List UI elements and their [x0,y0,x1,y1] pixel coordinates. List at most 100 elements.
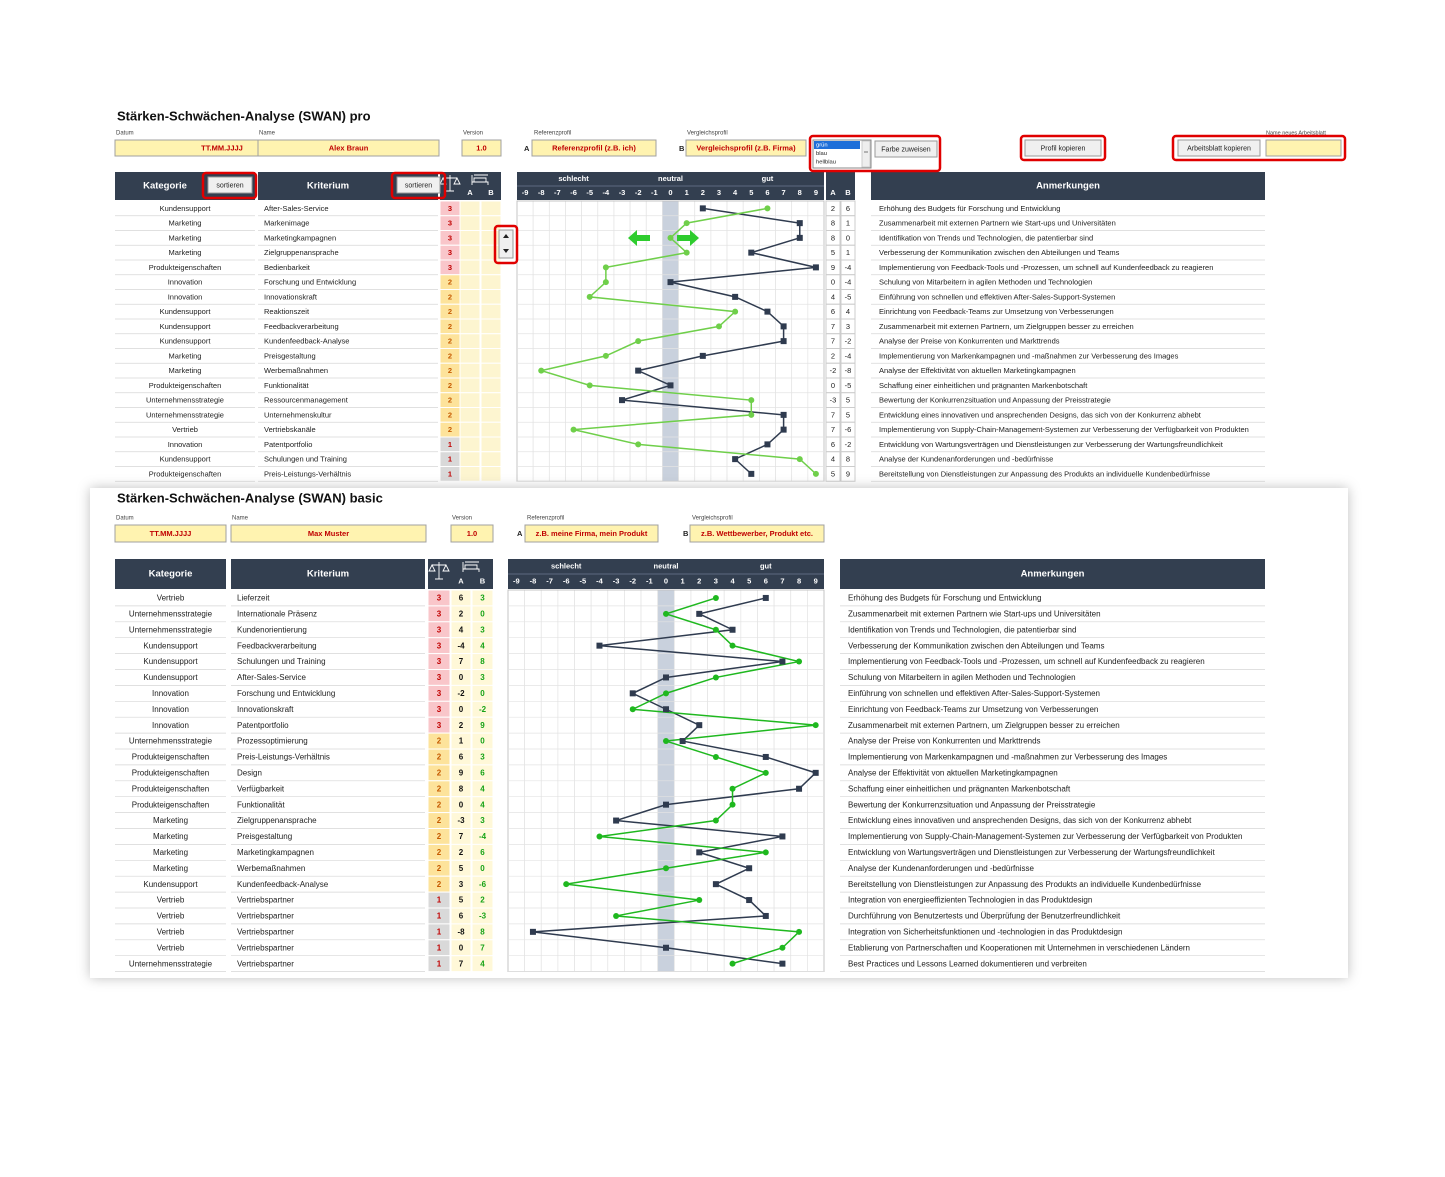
button[interactable] [1177,139,1261,157]
weight-value: 2 [448,366,452,375]
listbox-item[interactable]: blau [816,151,827,157]
a-cell [459,362,481,379]
marker-b [602,264,609,271]
criterion-cell: Unternehmenskultur [264,410,332,419]
category-cell: Produkteigenschaften [132,753,209,762]
marker-b [812,722,819,729]
marker-b [586,382,593,389]
listbox-item[interactable]: grün [816,143,828,149]
input-field[interactable] [531,139,657,157]
field-value[interactable]: 1.0 [476,143,486,152]
marker-a [779,833,786,840]
criterion-cell: Preisgestaltung [264,351,316,360]
category-cell: Innovation [152,721,189,730]
b-cell [480,348,502,364]
input-field[interactable] [114,524,227,543]
weight-value: 3 [448,219,452,228]
field-value[interactable]: TT.MM.JJJJ [201,143,243,152]
input-field[interactable] [230,524,427,543]
header-label: Kriterium [307,569,349,580]
b-value: 6 [846,204,850,213]
category-cell: Unternehmensstrategie [129,625,213,634]
criterion-cell: After-Sales-Service [237,673,306,682]
field-letter: B [683,529,689,538]
a-value: 9 [831,263,835,272]
input-field[interactable] [257,139,440,157]
field-value[interactable]: Vergleichsprofil (z.B. Firma) [696,143,796,152]
x-tick-label: -5 [586,188,593,197]
input-field[interactable] [461,139,502,157]
criterion-cell: After-Sales-Service [264,204,329,213]
button-label[interactable]: Arbeitsblatt kopieren [1187,145,1251,152]
criterion-cell: Funktionalität [264,381,310,390]
marker-a [699,205,706,212]
sort-button-label[interactable]: sortieren [216,182,243,189]
input-field[interactable] [450,524,494,543]
header-cell [826,172,855,200]
a-cell [459,289,481,305]
button-label[interactable]: Profil kopieren [1041,145,1086,152]
field-value[interactable]: z.B. Wettbewerber, Produkt etc. [701,529,813,538]
a-cell [459,407,481,423]
grid-column [710,200,728,482]
b-value: 8 [480,657,485,666]
b-value: 3 [480,594,485,603]
note-cell: Entwicklung eines innovativen und anspre… [879,410,1202,419]
b-value: 1 [846,219,850,228]
field-label: Referenzprofil [534,131,571,137]
weight-value: 3 [437,705,442,714]
category-cell: Marketing [169,351,202,360]
note-cell: Erhöhung des Budgets für Forschung und E… [879,204,1060,213]
field-value[interactable]: Referenzprofil (z.B. ich) [552,143,636,152]
criterion-cell: Ressourcenmanagement [264,396,349,405]
input-field[interactable] [524,524,659,543]
input-field[interactable] [689,524,825,543]
grid-column [597,200,615,482]
weight-value: 1 [437,927,442,936]
button[interactable] [1024,139,1102,157]
b-cell [840,466,856,482]
field-value[interactable]: z.B. meine Firma, mein Produkt [536,529,648,538]
sort-button[interactable] [396,176,441,194]
marker-a [812,769,819,776]
button[interactable] [874,140,938,158]
note-cell: Zusammenarbeit mit externen Partnern, um… [848,721,1120,730]
field-value[interactable]: TT.MM.JJJJ [150,529,192,538]
field-value[interactable]: Alex Braun [329,143,369,152]
criterion-cell: Vertriebspartner [237,927,294,936]
category-cell: Unternehmensstrategie [129,609,213,618]
sort-button-label[interactable]: sortieren [405,182,432,189]
x-tick-label: 1 [681,576,685,585]
a-cell [459,259,481,276]
b-value: 9 [846,469,850,478]
weight-value: 1 [437,959,442,968]
field-value[interactable]: Max Muster [308,529,349,538]
spinner[interactable] [498,229,514,259]
b-value: 4 [480,641,485,650]
criterion-cell: Patentportfolio [264,440,312,449]
a-cell [459,333,481,349]
sort-button[interactable] [207,176,253,194]
button-label[interactable]: Farbe zuweisen [881,146,931,153]
note-cell: Implementierung von Supply-Chain-Managem… [848,832,1242,841]
weight-value: 3 [437,689,442,698]
field-value[interactable]: 1.0 [467,529,477,538]
b-value: 0 [846,233,850,242]
grid-column [807,200,825,482]
input-field[interactable] [1265,139,1342,157]
a-value: 7 [831,337,835,346]
listbox-item[interactable]: hellblau [816,160,836,166]
x-tick-label: -7 [554,188,561,197]
weight-value: 3 [437,609,442,618]
grid-column [694,200,712,482]
a-value: -2 [457,689,465,698]
a-cell [459,377,481,394]
b-value: 4 [480,784,485,793]
header-cell [115,559,226,589]
input-field[interactable] [685,139,807,157]
note-cell: Analyse der Kundenanforderungen und -bed… [848,864,1034,873]
marker-b [663,865,669,872]
weight-value: 2 [437,737,442,746]
header-label: B [845,188,851,197]
category-cell: Kundensupport [160,322,212,331]
